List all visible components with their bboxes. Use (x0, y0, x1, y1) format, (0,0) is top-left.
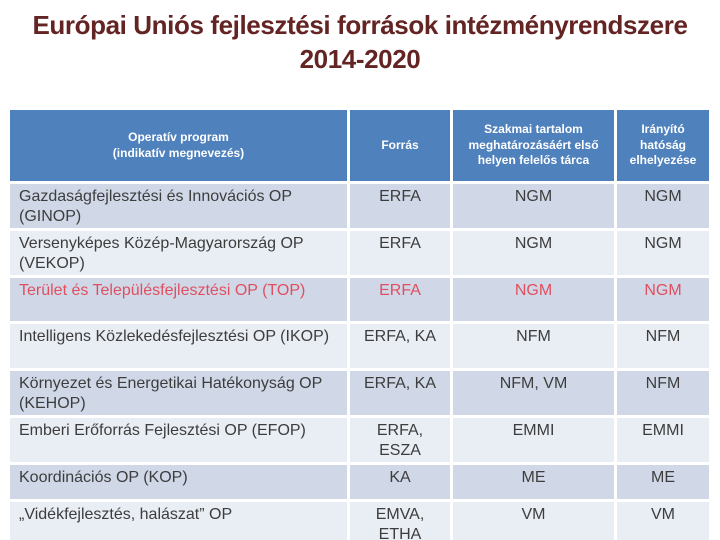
cell-szakmai: ME (450, 462, 617, 503)
cell-szakmai: NFM, VM (450, 368, 617, 419)
cell-szakmai: NGM (450, 228, 617, 279)
cell-program: Koordinációs OP (KOP) (7, 462, 350, 503)
cell-iranyito: ME (614, 462, 712, 503)
slide-title: Európai Uniós fejlesztési források intéz… (0, 8, 720, 77)
cell-iranyito: NGM (614, 275, 712, 325)
cell-forras: ERFA (347, 275, 453, 325)
cell-program: „Vidékfejlesztés, halászat” OP (7, 499, 350, 540)
cell-program: Gazdaságfejlesztési és Innovációs OP (GI… (7, 180, 350, 232)
table-row-videkfejlesztes: „Vidékfejlesztés, halászat” OP EMVA, ETH… (7, 499, 712, 540)
table-header-row: Operatív program (indikatív megnevezés) … (7, 107, 712, 184)
slide-title-line2: 2014-2020 (299, 44, 421, 75)
cell-program: Terület és Településfejlesztési OP (TOP) (7, 275, 350, 325)
cell-program: Versenyképes Közép-Magyarország OP (VEKO… (7, 228, 350, 279)
cell-iranyito: EMMI (614, 415, 712, 466)
cell-forras: ERFA, KA (347, 368, 453, 419)
header-szakmai-tartalom: Szakmai tartalom meghatározásáért első h… (450, 107, 617, 184)
cell-szakmai: NFM (450, 321, 617, 372)
header-forras: Forrás (347, 107, 453, 184)
cell-forras: ERFA (347, 228, 453, 279)
cell-iranyito: NFM (614, 321, 712, 372)
table-row-vekop: Versenyképes Közép-Magyarország OP (VEKO… (7, 228, 712, 279)
header-iranyito-hatosag: Irányító hatóság elhelyezése (614, 107, 712, 184)
table-row-efop: Emberi Erőforrás Fejlesztési OP (EFOP) E… (7, 415, 712, 466)
cell-iranyito: NFM (614, 368, 712, 419)
cell-iranyito: VM (614, 499, 712, 540)
cell-szakmai: EMMI (450, 415, 617, 466)
cell-program: Környezet és Energetikai Hatékonyság OP … (7, 368, 350, 419)
table-row-ikop: Intelligens Közlekedésfejlesztési OP (IK… (7, 321, 712, 372)
slide-title-line1: Európai Uniós fejlesztési források intéz… (32, 10, 688, 40)
cell-iranyito: NGM (614, 228, 712, 279)
cell-program: Emberi Erőforrás Fejlesztési OP (EFOP) (7, 415, 350, 466)
table-row-kop: Koordinációs OP (KOP) KA ME ME (7, 462, 712, 503)
cell-szakmai: NGM (450, 275, 617, 325)
table-row-ginop: Gazdaságfejlesztési és Innovációs OP (GI… (7, 180, 712, 232)
header-operativ-program: Operatív program (indikatív megnevezés) (7, 107, 350, 184)
cell-iranyito: NGM (614, 180, 712, 232)
cell-forras: ERFA, KA (347, 321, 453, 372)
cell-szakmai: VM (450, 499, 617, 540)
cell-forras: KA (347, 462, 453, 503)
cell-forras: ERFA (347, 180, 453, 232)
cell-szakmai: NGM (450, 180, 617, 232)
table-row-kehop: Környezet és Energetikai Hatékonyság OP … (7, 368, 712, 419)
operational-programs-table: Operatív program (indikatív megnevezés) … (7, 107, 712, 540)
cell-forras: ERFA, ESZA (347, 415, 453, 466)
cell-forras: EMVA, ETHA (347, 499, 453, 540)
table-row-top: Terület és Településfejlesztési OP (TOP)… (7, 275, 712, 325)
cell-program: Intelligens Közlekedésfejlesztési OP (IK… (7, 321, 350, 372)
